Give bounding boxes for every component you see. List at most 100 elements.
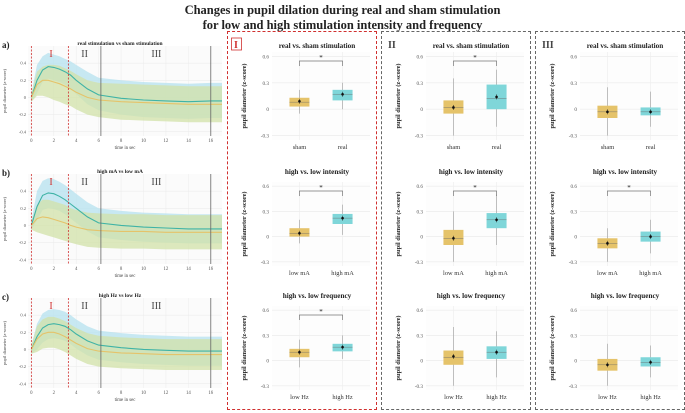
x-tick-label: 10 [141,267,146,272]
boxplot-title: high vs. low intensity [285,168,350,176]
y-tick-label: -0.2 [19,240,26,245]
y-tick-label: -0.3 [415,384,424,390]
y-tick-label: -0.3 [261,134,270,140]
y-tick-label: 0.3 [263,81,270,87]
x-tick-label: 16 [208,267,213,272]
boxplot-phase-II-intensity: high vs. low intensity 0.6 0.3 0 -0.3 pupil d… [395,168,524,277]
boxplot-title: real vs. sham stimulation [279,42,356,50]
y-axis-label: pupil diameter (z-score) [2,196,7,241]
boxplot-phase-I-frequency: high vs. low frequency 0.6 0.3 0 -0.3 pupil d… [241,292,370,401]
x-tick-label: 0 [30,139,33,144]
boxplot-title: high vs. low frequency [437,292,506,300]
y-axis-label: pupil diameter (z-score) [549,63,556,128]
y-tick-label: 0 [420,235,423,241]
y-tick-label: -0.3 [415,134,424,140]
y-axis-label: pupil diameter (z-score) [549,315,556,380]
y-tick-label: 0 [266,107,269,113]
y-axis-label: pupil diameter (z-score) [2,68,7,113]
y-tick-label: 0.2 [20,330,26,335]
y-tick-label: 0.3 [571,81,578,87]
phase-label-III: III [151,177,161,188]
phase-label-III: III [151,49,161,60]
y-tick-label: -0.3 [569,384,578,390]
x-axis-label: time in sec [115,146,136,151]
x-tick-label: 8 [120,139,123,144]
x-tick-label: low mA [597,270,618,277]
x-tick-label: high Hz [640,394,661,401]
boxplot-title: high vs. low intensity [593,168,658,176]
x-tick-label: 14 [186,391,191,396]
timecourse-panel-a: a) real stimulation vs sham stimulation 0.… [0,36,225,156]
x-tick-label: low mA [443,270,464,277]
y-tick-label: 0.6 [417,308,424,314]
boxplot-phase-I-intensity: high vs. low intensity 0.6 0.3 0 -0.3 pupil d… [241,168,370,277]
x-tick-label: 8 [120,391,123,396]
series-line-low-Hz [30,331,222,356]
timecourse-panel-c: c) high Hz vs low Hz 0.4 0.2 0 -0.2 -0.4 0 2 4 6 8 1… [0,288,225,408]
y-tick-label: 0.3 [417,209,424,215]
phase-header-I: I [234,40,238,51]
y-tick-label: -0.3 [261,384,270,390]
confidence-band-low-Hz [31,316,223,370]
y-tick-label: 0.6 [263,308,270,314]
x-tick-label: 12 [164,139,169,144]
y-tick-label: 0.6 [263,184,270,190]
x-tick-label: 6 [97,267,100,272]
y-tick-label: 0 [24,347,27,352]
y-tick-label: 0 [574,235,577,241]
y-tick-label: -0.3 [415,260,424,266]
boxplot-phase-III-frequency: high vs. low frequency 0.6 0.3 0 -0.3 pupil d… [549,292,678,401]
panel-letter: c) [2,292,9,302]
plot-background [580,182,678,266]
y-axis-label: pupil diameter (z-score) [395,191,402,256]
y-tick-label: 0.3 [571,209,578,215]
x-tick-label: 8 [120,267,123,272]
phase-label-I: I [49,177,52,188]
y-tick-label: 0 [266,359,269,365]
x-tick-label: 14 [186,267,191,272]
x-tick-label: 4 [75,391,78,396]
y-axis-label: pupil diameter (z-score) [241,191,248,256]
x-tick-label: 10 [141,391,146,396]
y-tick-label: 0 [574,107,577,113]
significance-star: * [319,308,323,316]
y-tick-label: 0.3 [571,333,578,339]
significance-bracket [453,190,497,196]
x-tick-label: sham [601,144,615,151]
panel-letter: a) [2,40,10,50]
title-line-1: Changes in pupil dilation during real an… [184,3,501,17]
x-tick-label: 2 [53,139,56,144]
boxplot-phase-II-frequency: high vs. low frequency 0.6 0.3 0 -0.3 pupil d… [395,292,524,401]
y-axis-label: pupil diameter (z-score) [395,315,402,380]
y-tick-label: 0.6 [263,54,270,60]
plot-background [580,52,678,140]
x-tick-label: real [338,144,348,151]
y-tick-label: 0.3 [263,333,270,339]
x-tick-label: 2 [53,391,56,396]
timecourse-panel-b: b) high mA vs low mA 0.4 0.2 0 -0.2 -0.4 0 2 4 6 8 1… [0,164,225,284]
y-tick-label: 0.6 [571,184,578,190]
confidence-band-low-mA [31,199,223,250]
y-tick-label: 0 [24,223,27,228]
boxplot-title: real vs. sham stimulation [587,42,664,50]
y-tick-label: 0.3 [417,81,424,87]
boxplot-title: high vs. low frequency [283,292,352,300]
x-tick-label: real [492,144,502,151]
y-tick-label: 0.6 [417,54,424,60]
significance-bracket [299,60,343,66]
x-tick-label: 16 [208,391,213,396]
figure-title: Changes in pupil dilation during real an… [0,3,685,33]
boxplot-title: real vs. sham stimulation [433,42,510,50]
boxplot-phase-III-real-vs-sham: III real vs. sham stimulation 0.6 0.3 0 -0.3 p… [542,40,678,151]
plot-background [426,52,524,140]
title-line-2: for low and high stimulation intensity a… [202,18,483,32]
y-tick-label: 0.4 [20,189,26,194]
significance-star: * [319,54,323,62]
series-line-high-mA [30,192,222,230]
y-tick-label: 0 [420,359,423,365]
plot-background [272,306,370,390]
significance-star: * [473,184,477,192]
phase-header-box [231,37,242,51]
x-tick-label: 4 [75,139,78,144]
